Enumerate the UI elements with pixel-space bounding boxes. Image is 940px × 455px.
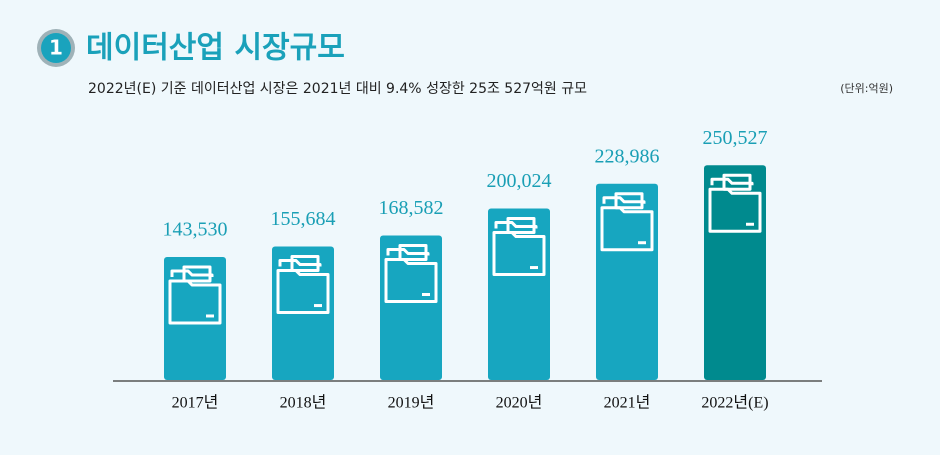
folder-front bbox=[708, 187, 762, 233]
bar bbox=[488, 208, 550, 380]
folder-back bbox=[494, 221, 538, 229]
folder-front bbox=[384, 258, 438, 304]
bar bbox=[164, 256, 226, 380]
value-label: 143,530 bbox=[163, 219, 228, 241]
folder-front bbox=[168, 279, 222, 325]
unit-note: (단위:억원) bbox=[840, 82, 893, 95]
value-label: 200,024 bbox=[487, 170, 552, 192]
chart-title: 데이터산업 시장규모 bbox=[86, 31, 345, 66]
value-label: 168,582 bbox=[379, 197, 444, 219]
folder-paper bbox=[398, 244, 428, 262]
badge bbox=[41, 33, 71, 63]
folder-paper bbox=[182, 265, 212, 283]
value-label: 155,684 bbox=[271, 208, 336, 230]
bar bbox=[596, 183, 658, 380]
folder-paper bbox=[614, 192, 644, 210]
folder-paper bbox=[290, 255, 320, 273]
x-tick-label: 2017년 bbox=[172, 394, 219, 412]
bar bbox=[704, 165, 766, 380]
folder-icon bbox=[492, 217, 546, 277]
x-tick-label: 2018년 bbox=[280, 394, 327, 412]
folder-icon bbox=[384, 244, 438, 304]
folder-front bbox=[492, 231, 546, 277]
bar bbox=[380, 235, 442, 380]
folder-icon bbox=[276, 255, 330, 315]
x-tick-label: 2022년(E) bbox=[701, 394, 768, 412]
x-tick-label: 2019년 bbox=[388, 394, 435, 412]
x-tick-label: 2021년 bbox=[604, 394, 651, 412]
folder-icon bbox=[708, 173, 762, 233]
folder-back bbox=[386, 248, 430, 256]
folder-back bbox=[278, 259, 322, 267]
folder-paper bbox=[506, 217, 536, 235]
folder-icon bbox=[168, 265, 222, 325]
badge-number: 1 bbox=[49, 36, 63, 60]
folder-back bbox=[170, 269, 214, 277]
x-tick-label: 2020년 bbox=[496, 394, 543, 412]
value-label: 228,986 bbox=[595, 145, 660, 167]
folder-back bbox=[710, 177, 754, 186]
folder-front bbox=[600, 206, 654, 252]
value-label: 250,527 bbox=[703, 127, 768, 149]
folder-paper bbox=[722, 173, 752, 191]
folder-back bbox=[602, 196, 646, 204]
subtitle: 2022년(E) 기준 데이터산업 시장은 2021년 대비 9.4% 성장한 … bbox=[88, 81, 587, 97]
folder-icon bbox=[600, 192, 654, 252]
folder-front bbox=[276, 269, 330, 315]
